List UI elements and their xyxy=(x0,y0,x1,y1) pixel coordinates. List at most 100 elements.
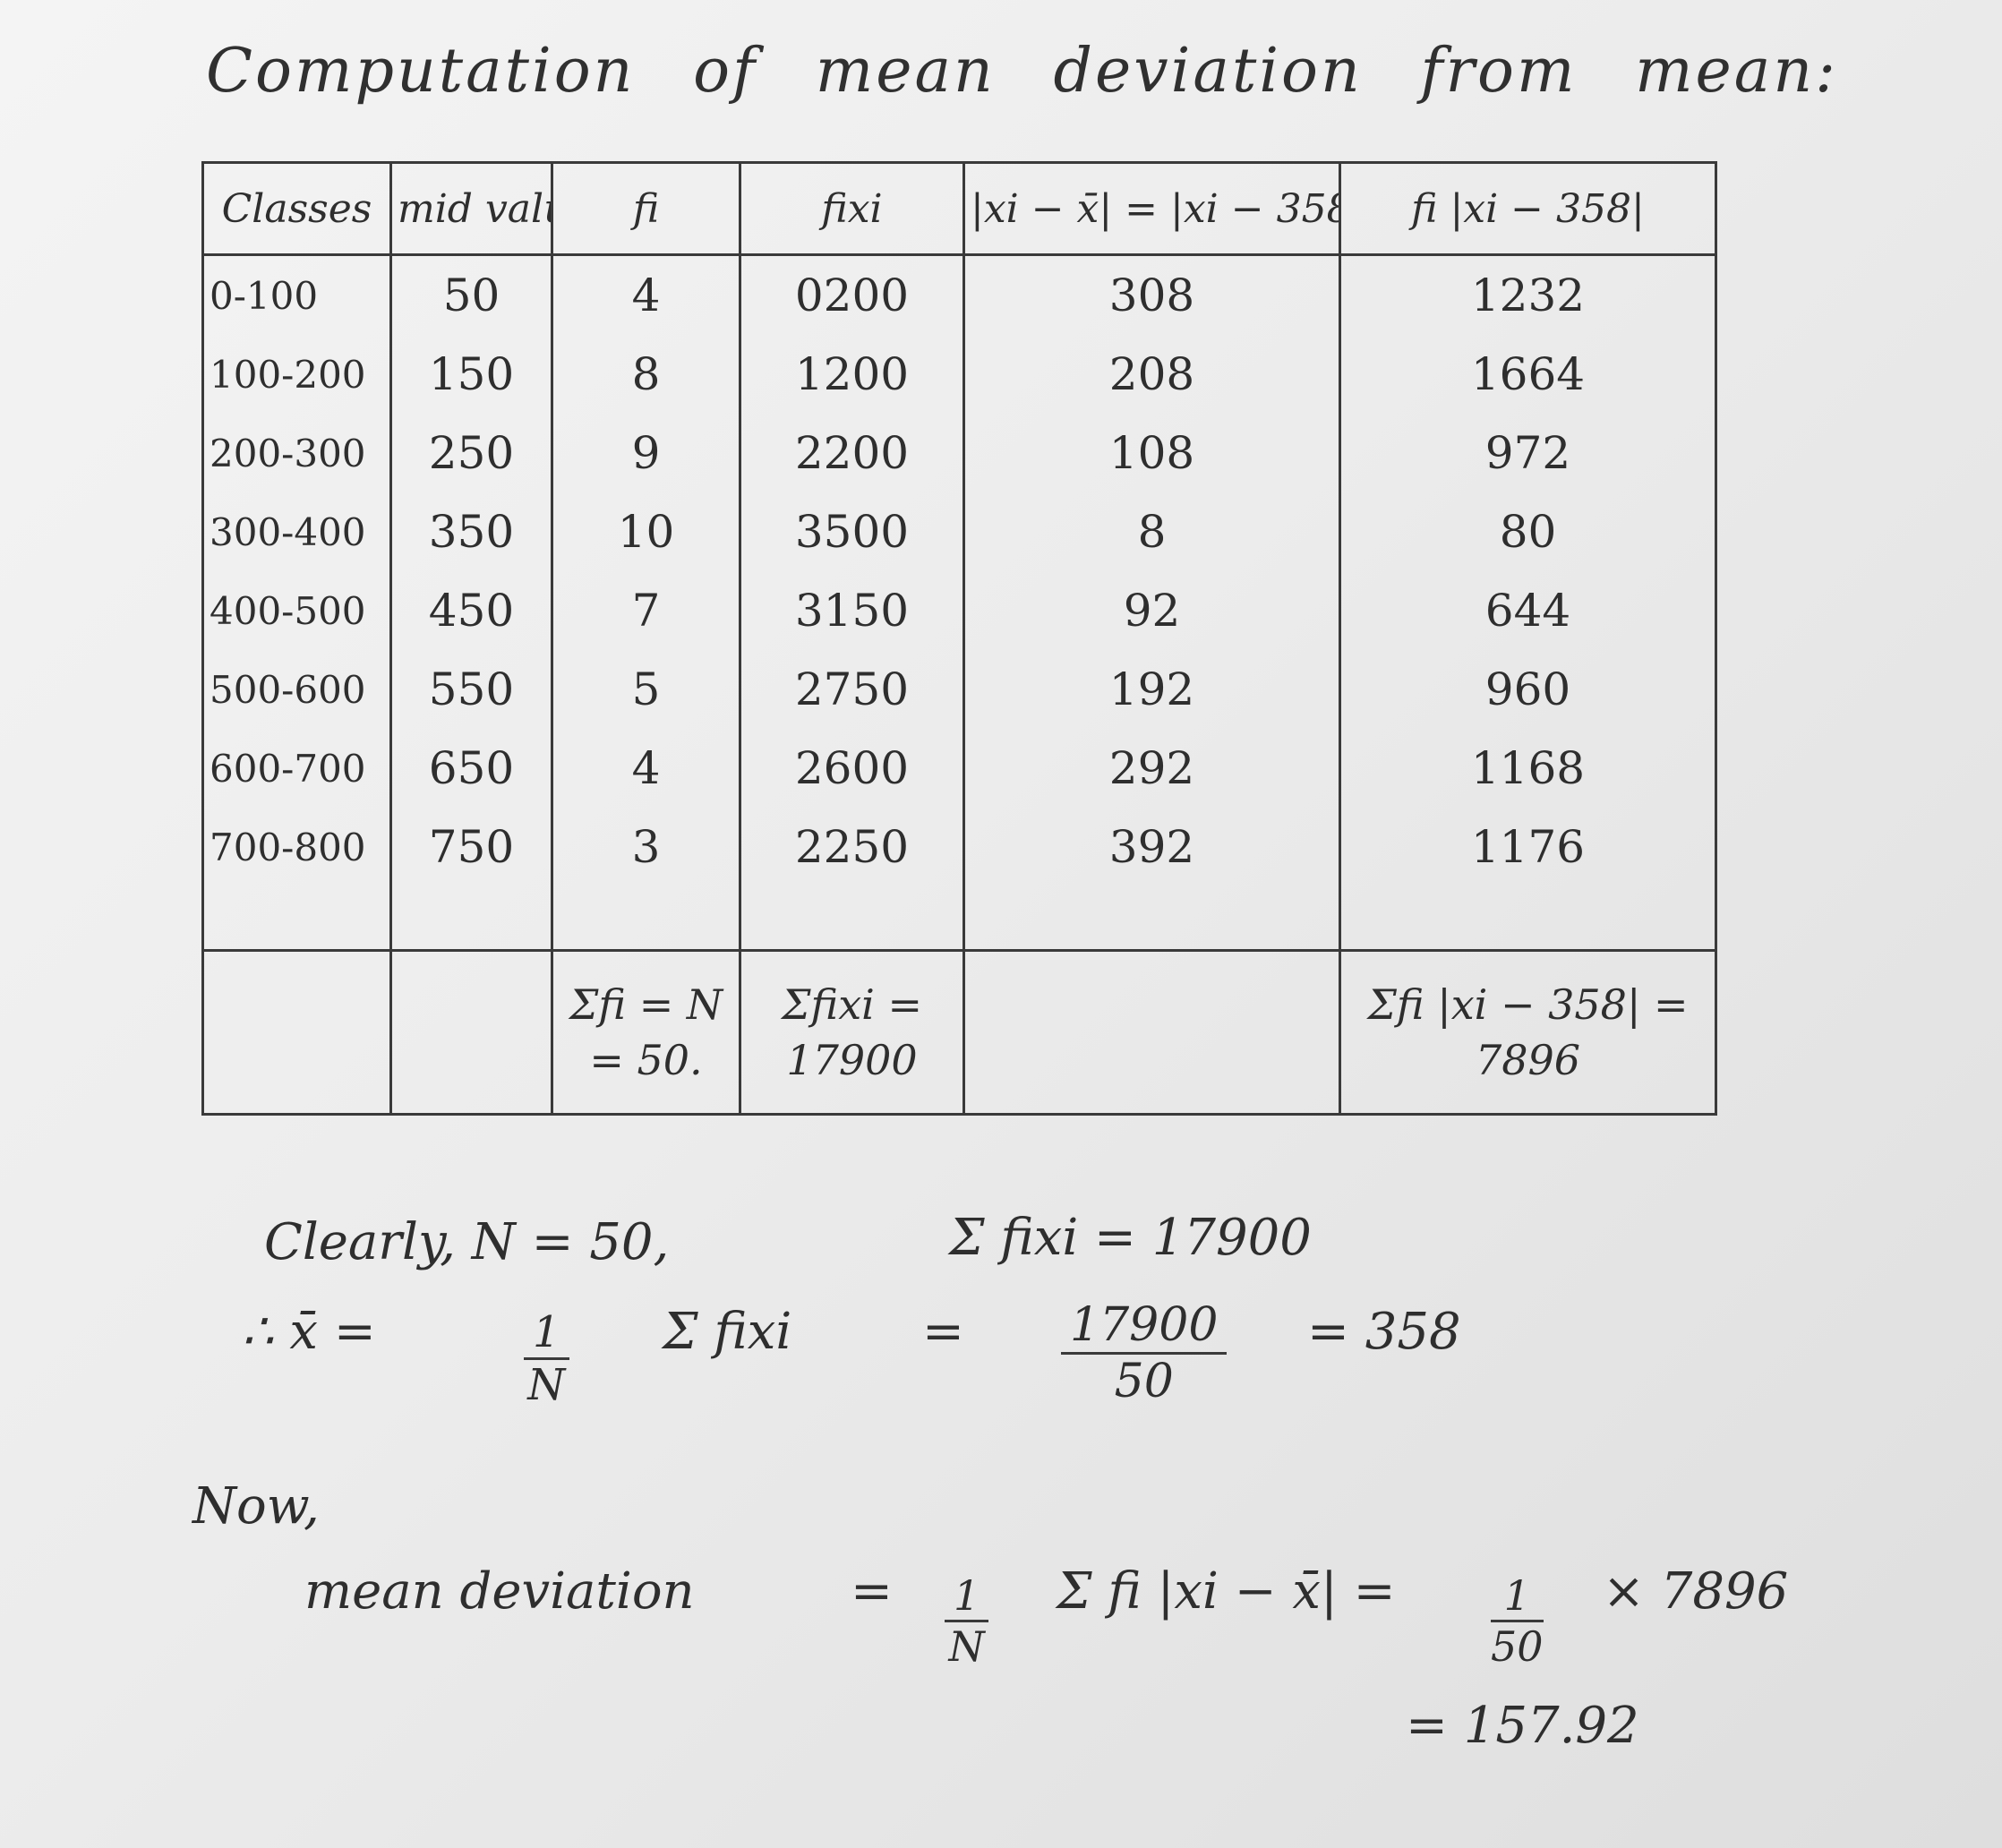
cell-fixi: 3500 xyxy=(739,492,965,571)
total-dev-label: Σfi |xi − 358| = xyxy=(1367,980,1689,1029)
equals-sign: = xyxy=(922,1303,964,1361)
cell-weighted-deviation: 1664 xyxy=(1339,335,1717,414)
fraction-denominator: 50 xyxy=(1114,1355,1174,1408)
header-mid-values: mid values xi xyxy=(389,161,553,256)
cell-mid-value: 550 xyxy=(389,650,553,729)
cell-class: 300-400 xyxy=(201,492,392,571)
cell-fi: 4 xyxy=(551,254,741,335)
header-abs-deviation: |xi − x̄| = |xi − 358| xyxy=(962,161,1341,256)
cell-class: 600-700 xyxy=(201,729,392,808)
fraction-numerator: 1 xyxy=(945,1571,989,1622)
cell-fi: 5 xyxy=(551,650,741,729)
page-title: Computation of mean deviation from mean: xyxy=(206,36,1839,107)
clearly-n-line: Clearly, N = 50, xyxy=(264,1213,670,1271)
cell-class: 500-600 xyxy=(201,650,392,729)
sum-fixi-term: Σ fixi xyxy=(663,1303,792,1361)
cell-abs-deviation: 92 xyxy=(962,571,1341,650)
table-row: 600-700 650 4 2600 292 1168 xyxy=(201,729,1717,808)
cell-mid-value: 450 xyxy=(389,571,553,650)
cell-fixi: 2600 xyxy=(739,729,965,808)
header-weighted-deviation: fi |xi − 358| xyxy=(1339,161,1717,256)
total-fixi-value: 17900 xyxy=(786,1036,918,1084)
sum-fixi-line: Σ fixi = 17900 xyxy=(949,1209,1312,1267)
fraction-denominator: N xyxy=(948,1622,985,1671)
table-row: 0-100 50 4 0200 308 1232 xyxy=(201,254,1717,335)
now-label: Now, xyxy=(192,1477,320,1536)
fraction-one-over-n: 1 N xyxy=(524,1307,569,1410)
cell-fixi: 1200 xyxy=(739,335,965,414)
total-fixi: Σfixi = 17900 xyxy=(739,949,965,1116)
table-row: 500-600 550 5 2750 192 960 xyxy=(201,650,1717,729)
table-row: 700-800 750 3 2250 392 1176 xyxy=(201,808,1717,886)
table-header-row: Classes mid values xi fi fixi |xi − x̄| … xyxy=(201,161,1717,256)
cell-abs-deviation: 392 xyxy=(962,808,1341,886)
cell-fixi: 2750 xyxy=(739,650,965,729)
computation-table: Classes mid values xi fi fixi |xi − x̄| … xyxy=(201,161,1717,1116)
total-fi-value: = 50. xyxy=(589,1036,703,1084)
table-row: 400-500 450 7 3150 92 644 xyxy=(201,571,1717,650)
total-fi: Σfi = N = 50. xyxy=(551,949,741,1116)
md-equals-sign: = xyxy=(851,1562,893,1621)
fraction-denominator: 50 xyxy=(1491,1622,1544,1671)
cell-mid-value: 50 xyxy=(389,254,553,335)
header-classes: Classes xyxy=(201,161,392,256)
cell-abs-deviation: 308 xyxy=(962,254,1341,335)
md-times-7896: × 7896 xyxy=(1603,1562,1789,1621)
cell-class: 200-300 xyxy=(201,414,392,492)
table-row: 200-300 250 9 2200 108 972 xyxy=(201,414,1717,492)
fraction-numerator: 1 xyxy=(524,1307,569,1360)
cell-mid-value: 150 xyxy=(389,335,553,414)
cell-mid-value: 650 xyxy=(389,729,553,808)
table-row: 100-200 150 8 1200 208 1664 xyxy=(201,335,1717,414)
fraction-numerator: 17900 xyxy=(1061,1298,1228,1355)
cell-fi: 10 xyxy=(551,492,741,571)
cell-weighted-deviation: 80 xyxy=(1339,492,1717,571)
cell-mid-value: 750 xyxy=(389,808,553,886)
md-fraction-one-over-50: 1 50 xyxy=(1491,1571,1544,1671)
mean-deviation-label: mean deviation xyxy=(304,1562,695,1621)
cell-fi: 8 xyxy=(551,335,741,414)
md-fraction-one-over-n: 1 N xyxy=(945,1571,989,1671)
cell-abs-deviation: 108 xyxy=(962,414,1341,492)
cell-weighted-deviation: 960 xyxy=(1339,650,1717,729)
cell-mid-value: 250 xyxy=(389,414,553,492)
cell-weighted-deviation: 1232 xyxy=(1339,254,1717,335)
cell-abs-deviation: 292 xyxy=(962,729,1341,808)
table-totals-row: Σfi = N = 50. Σfixi = 17900 Σfi |xi − 35… xyxy=(201,949,1717,1116)
cell-fi: 3 xyxy=(551,808,741,886)
cell-fi: 9 xyxy=(551,414,741,492)
fraction-17900-over-50: 17900 50 xyxy=(1061,1298,1228,1408)
cell-fixi: 2250 xyxy=(739,808,965,886)
cell-mid-value: 350 xyxy=(389,492,553,571)
cell-weighted-deviation: 972 xyxy=(1339,414,1717,492)
cell-weighted-deviation: 644 xyxy=(1339,571,1717,650)
total-weighted-deviation: Σfi |xi − 358| = 7896 xyxy=(1339,949,1717,1116)
cell-fixi: 3150 xyxy=(739,571,965,650)
cell-weighted-deviation: 1176 xyxy=(1339,808,1717,886)
mean-result: = 358 xyxy=(1307,1303,1461,1361)
table-row: 300-400 350 10 3500 8 80 xyxy=(201,492,1717,571)
table-spacer-row xyxy=(201,886,1717,951)
cell-class: 100-200 xyxy=(201,335,392,414)
cell-class: 400-500 xyxy=(201,571,392,650)
mean-deviation-result: = 157.92 xyxy=(1406,1697,1639,1755)
mean-symbol: ∴ x̄ = xyxy=(242,1303,376,1361)
total-fixi-label: Σfixi = xyxy=(781,980,923,1029)
cell-fi: 7 xyxy=(551,571,741,650)
cell-fixi: 0200 xyxy=(739,254,965,335)
total-fi-label: Σfi = N xyxy=(569,980,723,1029)
total-dev-value: 7896 xyxy=(1475,1036,1581,1084)
cell-class: 0-100 xyxy=(201,254,392,335)
cell-abs-deviation: 208 xyxy=(962,335,1341,414)
md-sum-term: Σ fi |xi − x̄| = xyxy=(1057,1562,1396,1621)
cell-abs-deviation: 8 xyxy=(962,492,1341,571)
header-fi: fi xyxy=(551,161,741,256)
fraction-numerator: 1 xyxy=(1491,1571,1544,1622)
cell-class: 700-800 xyxy=(201,808,392,886)
header-fixi: fixi xyxy=(739,161,965,256)
cell-fixi: 2200 xyxy=(739,414,965,492)
cell-weighted-deviation: 1168 xyxy=(1339,729,1717,808)
cell-fi: 4 xyxy=(551,729,741,808)
fraction-denominator: N xyxy=(527,1360,566,1410)
